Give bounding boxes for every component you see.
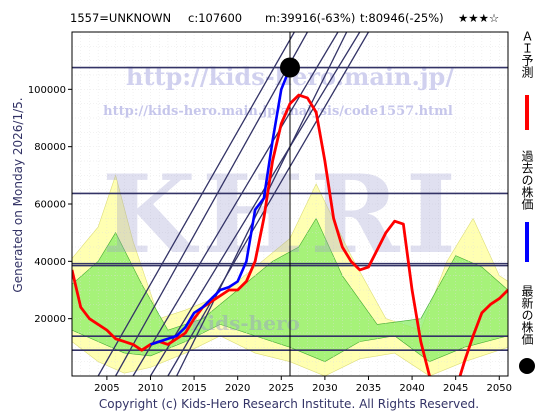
header-stars: ★★★☆ [458,11,499,25]
legend-item-2: 最新の株価 [519,285,535,374]
copyright: Copyright (c) Kids-Hero Research Institu… [99,397,479,411]
legend-label-1: 過去の株価 [520,150,534,210]
trend-line [149,32,361,376]
y-tick-label: 60000 [34,200,66,211]
header-min: m:39916(-63%) [265,11,355,25]
trend-line [167,32,370,376]
latest-price-marker [280,57,300,78]
legend-label-0: ＡＩ予測 [520,30,534,79]
x-tick-label: 2015 [181,383,206,394]
legend-item-1: 過去の株価 [520,150,534,262]
y-tick-label: 40000 [34,257,66,268]
header-target: t:80946(-25%) [360,11,444,25]
x-tick-label: 2030 [312,383,337,394]
y-tick-label: 80000 [34,142,66,153]
series-ai [72,93,508,376]
trend-lines [97,32,370,376]
header-current: c:107600 [188,11,242,25]
trend-line [132,32,339,376]
series [72,67,508,376]
grid [71,31,509,377]
x-tick-label: 2040 [399,383,424,394]
trend-line [176,32,348,376]
series-past [150,67,292,346]
watermark-khri: KHRI [102,152,462,278]
header-code: 1557=UNKNOWN [70,11,171,25]
y-tick-label: 100000 [28,85,66,96]
x-tick-label: 2010 [138,383,163,394]
legend-label-2: 最新の株価 [520,285,534,345]
axis-ticks: 2005 2010 2015 2020 2025 2030 2035 2040 2045 2050… [28,85,512,394]
x-tick-label: 2020 [225,383,250,394]
x-tick-label: 2050 [487,383,512,394]
x-tick-label: 2005 [94,383,119,394]
x-tick-label: 2025 [269,383,294,394]
y-tick-label: 20000 [34,314,66,325]
generated-label: Generated on Monday 2026/1/5. [11,97,25,292]
legend-item-0: ＡＩ予測 [520,30,534,130]
latest-marker [280,57,300,78]
x-tick-label: 2035 [356,383,381,394]
legend-swatch-2 [519,358,535,374]
x-tick-label: 2045 [443,383,468,394]
trend-line [115,32,309,376]
trend-line [97,32,295,376]
watermark-small: Kids-hero [190,311,300,335]
